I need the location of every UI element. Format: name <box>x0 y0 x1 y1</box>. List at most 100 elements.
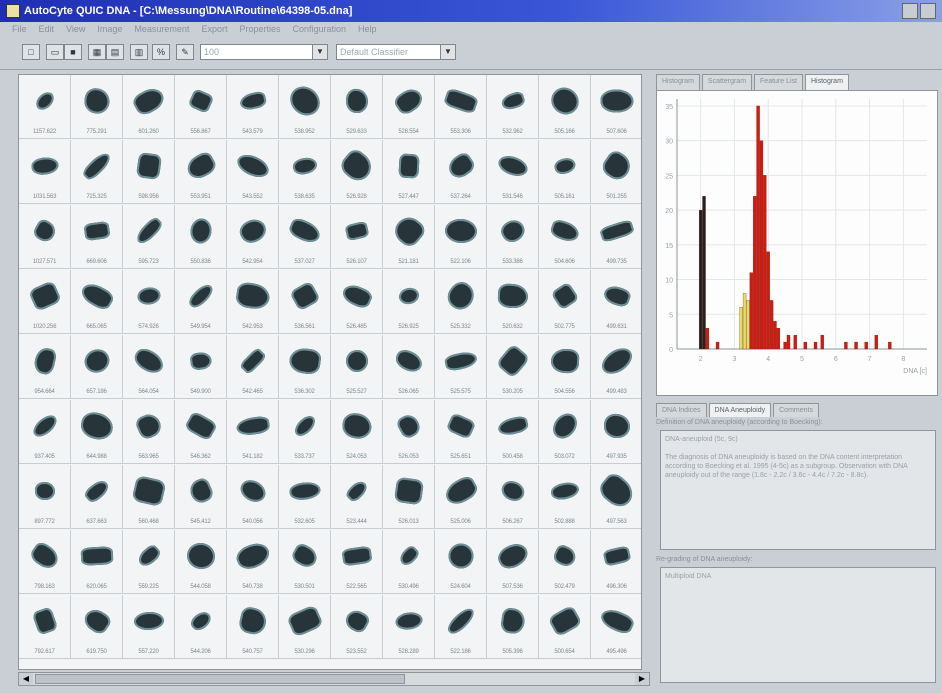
cell-tile[interactable]: 522.106 <box>435 205 487 269</box>
zoom-select[interactable]: 100 ▼ <box>200 44 328 60</box>
cell-tile[interactable]: 540.757 <box>227 595 279 659</box>
cell-tile[interactable]: 520.632 <box>487 270 539 334</box>
cell-tile[interactable]: 954.664 <box>19 335 71 399</box>
cell-tile[interactable]: 665.065 <box>71 270 123 334</box>
cell-tile[interactable]: 505.161 <box>539 140 591 204</box>
cell-tile[interactable]: 549.954 <box>175 270 227 334</box>
cell-tile[interactable]: 526.925 <box>383 270 435 334</box>
cell-tile[interactable]: 528.289 <box>383 595 435 659</box>
cell-tile[interactable]: 897.772 <box>19 465 71 529</box>
cell-tile[interactable]: 1157.622 <box>19 75 71 139</box>
cell-tile[interactable]: 526.928 <box>331 140 383 204</box>
cell-tile[interactable]: 536.561 <box>279 270 331 334</box>
cell-tile[interactable]: 522.565 <box>331 530 383 594</box>
cell-tile[interactable]: 531.546 <box>487 140 539 204</box>
tab-dna-aneuploidy[interactable]: DNA Aneuploidy <box>708 403 772 417</box>
cell-tile[interactable]: 544.206 <box>175 595 227 659</box>
cell-tile[interactable]: 530.205 <box>487 335 539 399</box>
cell-tile[interactable]: 536.302 <box>279 335 331 399</box>
cell-tile[interactable]: 530.496 <box>383 530 435 594</box>
cell-tile[interactable]: 505.396 <box>487 595 539 659</box>
cell-tile[interactable]: 500.654 <box>539 595 591 659</box>
cell-tile[interactable]: 619.750 <box>71 595 123 659</box>
cell-tile[interactable]: 497.563 <box>591 465 641 529</box>
tab-comments[interactable]: Comments <box>773 403 819 417</box>
cell-tile[interactable]: 506.267 <box>487 465 539 529</box>
cell-tile[interactable]: 523.444 <box>331 465 383 529</box>
tab-histogram-active[interactable]: Histogram <box>805 74 849 90</box>
cell-tile[interactable]: 544.058 <box>175 530 227 594</box>
cell-tile[interactable]: 496.306 <box>591 530 641 594</box>
cell-tile[interactable]: 553.951 <box>175 140 227 204</box>
cell-tile[interactable]: 525.006 <box>435 465 487 529</box>
classifier-select[interactable]: Default Classifier ▼ <box>336 44 456 60</box>
cell-tile[interactable]: 563.965 <box>123 400 175 464</box>
cell-tile[interactable]: 637.663 <box>71 465 123 529</box>
cell-tile[interactable]: 620.065 <box>71 530 123 594</box>
cell-tile[interactable]: 657.186 <box>71 335 123 399</box>
cell-tile[interactable]: 557.220 <box>123 595 175 659</box>
cell-tile[interactable]: 556.867 <box>175 75 227 139</box>
tab-feature-list[interactable]: Feature List <box>754 74 803 90</box>
cell-tile[interactable]: 559.225 <box>123 530 175 594</box>
cell-tile[interactable]: 798.163 <box>19 530 71 594</box>
cell-tile[interactable]: 564.054 <box>123 335 175 399</box>
cell-tile[interactable]: 541.182 <box>227 400 279 464</box>
maximize-button[interactable] <box>920 3 936 19</box>
cell-tile[interactable]: 495.496 <box>591 595 641 659</box>
measure-icon[interactable]: ▥ <box>130 44 148 60</box>
tab-histogram[interactable]: Histogram <box>656 74 700 90</box>
cell-tile[interactable]: 525.332 <box>435 270 487 334</box>
cell-tile[interactable]: 530.296 <box>279 595 331 659</box>
menu-properties[interactable]: Properties <box>239 24 281 34</box>
cell-tile[interactable]: 497.935 <box>591 400 641 464</box>
menu-view[interactable]: View <box>66 24 86 34</box>
cell-tile[interactable]: 524.053 <box>331 400 383 464</box>
cell-tile[interactable]: 522.186 <box>435 595 487 659</box>
cell-tile[interactable]: 505.166 <box>539 75 591 139</box>
cell-tile[interactable]: 542.954 <box>227 205 279 269</box>
cell-tile[interactable]: 538.635 <box>279 140 331 204</box>
cell-tile[interactable]: 524.604 <box>435 530 487 594</box>
menu-edit[interactable]: Edit <box>38 24 55 34</box>
cell-tile[interactable]: 545.412 <box>175 465 227 529</box>
cell-tile[interactable]: 504.606 <box>539 205 591 269</box>
cell-tile[interactable]: 525.575 <box>435 335 487 399</box>
cell-tile[interactable]: 775.291 <box>71 75 123 139</box>
cell-tile[interactable]: 532.605 <box>279 465 331 529</box>
new-file-icon[interactable]: □ <box>22 44 40 60</box>
cell-tile[interactable]: 530.501 <box>279 530 331 594</box>
scroll-left-icon[interactable]: ◀ <box>19 673 33 685</box>
cell-tile[interactable]: 543.579 <box>227 75 279 139</box>
cell-tile[interactable]: 669.606 <box>71 205 123 269</box>
cell-tile[interactable]: 507.606 <box>591 75 641 139</box>
menu-configuration[interactable]: Configuration <box>292 24 347 34</box>
cell-tile[interactable]: 550.836 <box>175 205 227 269</box>
chevron-down-icon[interactable]: ▼ <box>440 45 455 59</box>
cell-tile[interactable]: 538.952 <box>279 75 331 139</box>
cell-tile[interactable]: 526.065 <box>383 335 435 399</box>
cell-tile[interactable]: 507.536 <box>487 530 539 594</box>
cell-tile[interactable]: 644.988 <box>71 400 123 464</box>
cell-tile[interactable]: 527.447 <box>383 140 435 204</box>
cell-tile[interactable]: 549.900 <box>175 335 227 399</box>
cell-tile[interactable]: 540.738 <box>227 530 279 594</box>
cell-tile[interactable]: 937.405 <box>19 400 71 464</box>
cell-tile[interactable]: 1027.571 <box>19 205 71 269</box>
cell-tile[interactable]: 560.468 <box>123 465 175 529</box>
cell-tile[interactable]: 595.723 <box>123 205 175 269</box>
open-file-icon[interactable]: ▭ <box>46 44 64 60</box>
cell-tile[interactable]: 502.479 <box>539 530 591 594</box>
cell-tile[interactable]: 601.260 <box>123 75 175 139</box>
tab-scattergram[interactable]: Scattergram <box>701 74 753 90</box>
cell-tile[interactable]: 533.386 <box>487 205 539 269</box>
cell-tile[interactable]: 543.552 <box>227 140 279 204</box>
cell-tile[interactable]: 540.056 <box>227 465 279 529</box>
cell-tile[interactable]: 542.465 <box>227 335 279 399</box>
cell-tile[interactable]: 542.953 <box>227 270 279 334</box>
cell-tile[interactable]: 526.013 <box>383 465 435 529</box>
cell-tile[interactable]: 537.264 <box>435 140 487 204</box>
cell-tile[interactable]: 529.633 <box>331 75 383 139</box>
cell-tile[interactable]: 574.926 <box>123 270 175 334</box>
cell-tile[interactable]: 533.737 <box>279 400 331 464</box>
